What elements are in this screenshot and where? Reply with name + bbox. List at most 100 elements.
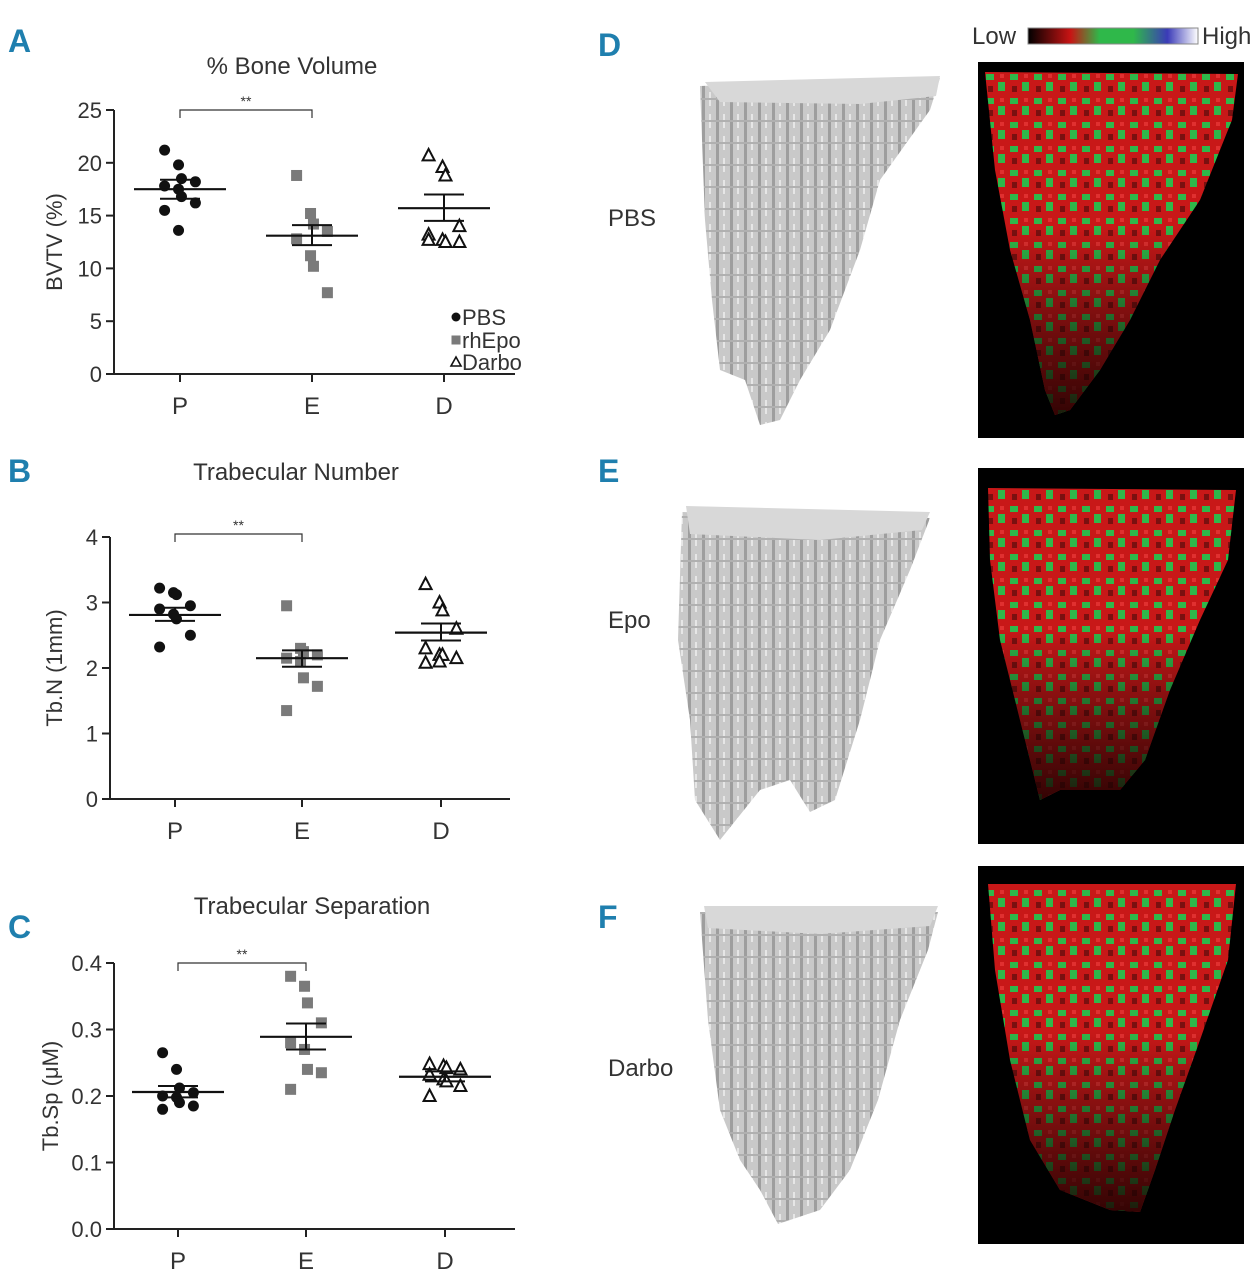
y-tick-label: 5	[90, 309, 102, 334]
data-point-rhepo	[311, 680, 323, 692]
x-tick-label: D	[436, 1248, 453, 1275]
legend-label: PBS	[462, 305, 506, 330]
data-point-pbs	[171, 1063, 183, 1075]
x-tick-label: D	[432, 818, 449, 845]
scale-high-label: High	[1202, 23, 1251, 50]
data-point-darbo	[417, 654, 434, 669]
y-tick-label: 2	[86, 656, 98, 681]
y-tick-label: 0.0	[71, 1217, 102, 1242]
data-point-pbs	[173, 224, 185, 236]
data-point-pbs	[154, 641, 166, 653]
bone-volume-chart: % Bone Volume 0 5 10 15 20 25 BVTV (%) P E D ** PBSr…	[42, 53, 522, 420]
y-tick-label: 0	[86, 787, 98, 812]
y-tick-label: 3	[86, 591, 98, 616]
panel-label-e: E	[598, 453, 619, 489]
data-point-pbs	[157, 1047, 169, 1059]
scale-low-label: Low	[972, 23, 1017, 50]
data-point-rhepo	[281, 705, 293, 717]
image-row-label-epo: Epo	[608, 607, 651, 634]
chart-title: % Bone Volume	[207, 53, 378, 80]
y-tick-label: 20	[78, 151, 102, 176]
y-tick-label: 4	[86, 525, 98, 550]
panel-label-f: F	[598, 899, 618, 935]
bone-render-darbo	[700, 906, 938, 1224]
bone-render-pbs	[700, 76, 940, 425]
y-axis-title: Tb.N (1mm)	[42, 609, 67, 726]
data-point-pbs	[175, 173, 187, 185]
data-point-rhepo	[299, 980, 311, 992]
legend-marker-square	[451, 335, 461, 345]
data-point-pbs	[157, 1090, 169, 1102]
data-point-darbo	[452, 1077, 469, 1093]
data-point-rhepo	[285, 970, 297, 982]
data-point-rhepo	[285, 1083, 297, 1095]
y-tick-label: 0.3	[71, 1018, 102, 1043]
x-tick-label: E	[304, 393, 320, 420]
panel-label-d: D	[598, 27, 621, 63]
data-point-pbs	[189, 197, 201, 209]
data-point-rhepo	[321, 287, 333, 299]
data-point-darbo	[417, 639, 434, 655]
data-point-rhepo	[301, 997, 313, 1009]
data-point-darbo	[451, 233, 468, 248]
data-point-pbs	[173, 1097, 185, 1109]
data-point-pbs	[175, 191, 187, 203]
significance-bracket	[177, 962, 307, 971]
thickness-map-epo	[978, 468, 1244, 844]
data-point-darbo	[420, 231, 437, 246]
panel-label-c: C	[8, 909, 31, 945]
thickness-map-darbo	[978, 866, 1244, 1244]
trabecular-separation-chart: Trabecular Separation 0.0 0.1 0.2 0.3 0.4 Tb.S…	[38, 893, 515, 1275]
data-point-rhepo	[285, 1037, 297, 1049]
y-tick-label: 0	[90, 362, 102, 387]
y-tick-label: 1	[86, 722, 98, 747]
data-point-darbo	[417, 575, 434, 591]
significance-bracket	[179, 109, 313, 118]
data-point-darbo	[434, 601, 451, 617]
data-point-rhepo	[307, 260, 319, 272]
significance-label: **	[241, 93, 252, 109]
x-tick-label: P	[170, 1248, 186, 1275]
color-scale-bar	[1027, 27, 1199, 45]
data-point-darbo	[451, 217, 468, 233]
panel-label-a: A	[8, 23, 31, 59]
thickness-map-pbs	[978, 62, 1244, 438]
legend-marker-triangle	[449, 355, 463, 367]
y-axis-title: Tb.Sp (μM)	[38, 1041, 63, 1151]
data-point-pbs	[154, 603, 166, 615]
data-point-pbs	[159, 144, 171, 156]
trabecular-number-chart: Trabecular Number 0 1 2 3 4 Tb.N (1mm) P E D **	[42, 459, 510, 845]
data-point-rhepo	[307, 218, 319, 230]
y-tick-label: 25	[78, 98, 102, 123]
data-point-darbo	[452, 1060, 469, 1076]
data-point-rhepo	[291, 169, 303, 181]
data-point-pbs	[170, 589, 182, 601]
data-point-pbs	[157, 1103, 169, 1115]
data-point-darbo	[431, 652, 448, 668]
chart-title: Trabecular Separation	[194, 893, 431, 920]
x-tick-label: D	[435, 393, 452, 420]
data-point-darbo	[437, 166, 454, 182]
data-point-rhepo	[281, 600, 293, 612]
image-row-label-darbo: Darbo	[608, 1055, 673, 1082]
data-point-rhepo	[311, 649, 323, 661]
data-point-pbs	[184, 600, 196, 612]
x-tick-label: E	[298, 1248, 314, 1275]
x-tick-label: P	[172, 393, 188, 420]
bone-render-epo	[678, 506, 930, 840]
data-point-rhepo	[305, 250, 317, 262]
data-point-pbs	[154, 582, 166, 594]
data-point-darbo	[421, 1087, 438, 1102]
chart-title: Trabecular Number	[193, 459, 399, 486]
image-row-label-pbs: PBS	[608, 205, 656, 232]
data-point-rhepo	[305, 207, 317, 219]
legend-marker-circle	[451, 312, 461, 322]
y-tick-label: 0.4	[71, 951, 102, 976]
significance-label: **	[237, 946, 248, 962]
data-point-darbo	[448, 649, 465, 665]
legend-label: Darbo	[462, 350, 522, 375]
legend-label: rhEpo	[462, 328, 521, 353]
data-point-rhepo	[297, 672, 309, 684]
data-point-pbs	[189, 176, 201, 188]
